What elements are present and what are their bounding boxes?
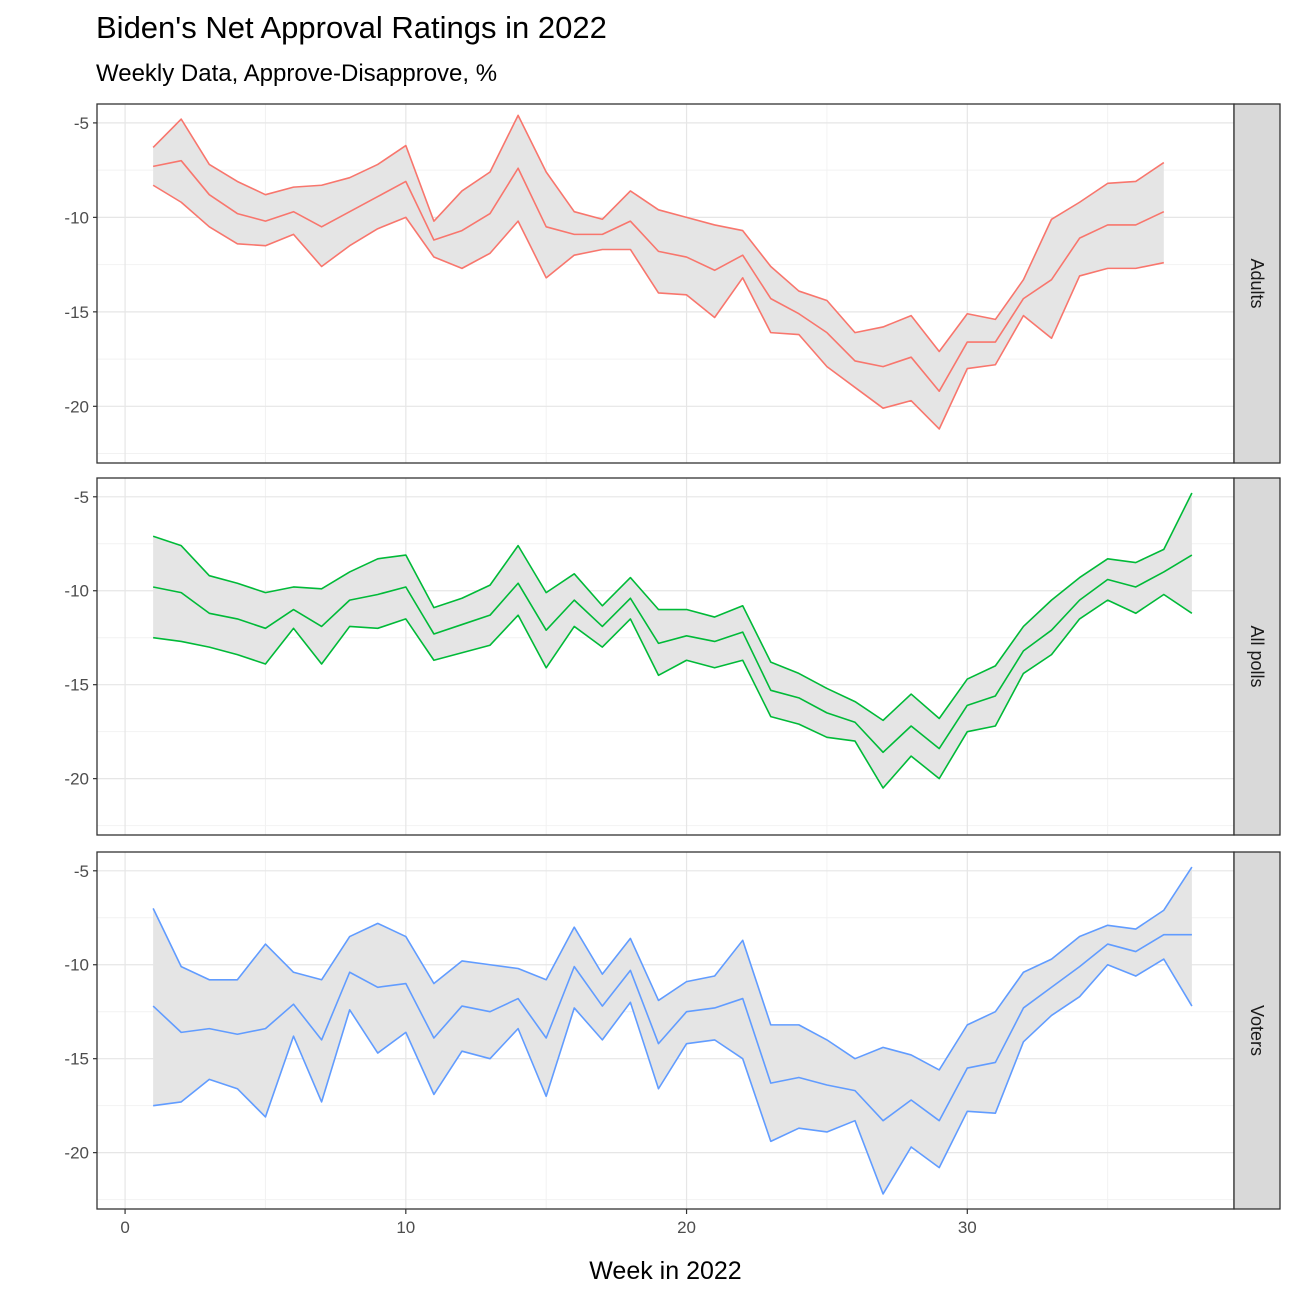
x-tick-label: 0 — [120, 1218, 129, 1237]
facet-label-adults: Adults — [1247, 258, 1267, 308]
facet-strip-voters — [1233, 851, 1281, 1210]
series-lower-adults — [152, 184, 1164, 430]
y-tick-label: -15 — [64, 676, 89, 695]
y-tick-label: -5 — [74, 114, 89, 133]
y-tick-label: -20 — [64, 1144, 89, 1163]
facet-label-all-polls: All polls — [1247, 625, 1267, 687]
x-tick-label: 10 — [396, 1218, 415, 1237]
y-tick-label: -10 — [64, 208, 89, 227]
y-tick-label: -20 — [64, 397, 89, 416]
facet-strip-adults — [1233, 103, 1281, 464]
series-mean-adults — [152, 159, 1165, 393]
y-tick-label: -10 — [64, 956, 89, 975]
series-mean-voters — [152, 933, 1192, 1122]
y-tick-label: -15 — [64, 1050, 89, 1069]
ribbon-all-polls — [153, 493, 1192, 789]
series-upper-voters — [152, 866, 1193, 1071]
series-upper-all-polls — [152, 492, 1193, 722]
facet-label-voters: Voters — [1247, 1005, 1267, 1056]
y-tick-label: -5 — [74, 862, 89, 881]
y-tick-label: -15 — [64, 303, 89, 322]
chart-title: Biden's Net Approval Ratings in 2022 — [96, 10, 607, 45]
series-lower-all-polls — [153, 593, 1193, 789]
x-axis-label: Week in 2022 — [589, 1257, 741, 1285]
chart-subtitle: Weekly Data, Approve-Disapprove, % — [96, 60, 498, 87]
series-lower-voters — [153, 958, 1193, 1195]
series-mean-all-polls — [152, 554, 1193, 754]
series-upper-adults — [152, 114, 1165, 353]
y-tick-label: -20 — [64, 770, 89, 789]
x-tick-label: 20 — [677, 1218, 696, 1237]
y-tick-label: -10 — [64, 582, 89, 601]
ribbon-adults — [153, 115, 1164, 429]
x-tick-label: 30 — [958, 1218, 977, 1237]
facet-strip-all-polls — [1233, 477, 1281, 836]
y-tick-label: -5 — [74, 488, 89, 507]
